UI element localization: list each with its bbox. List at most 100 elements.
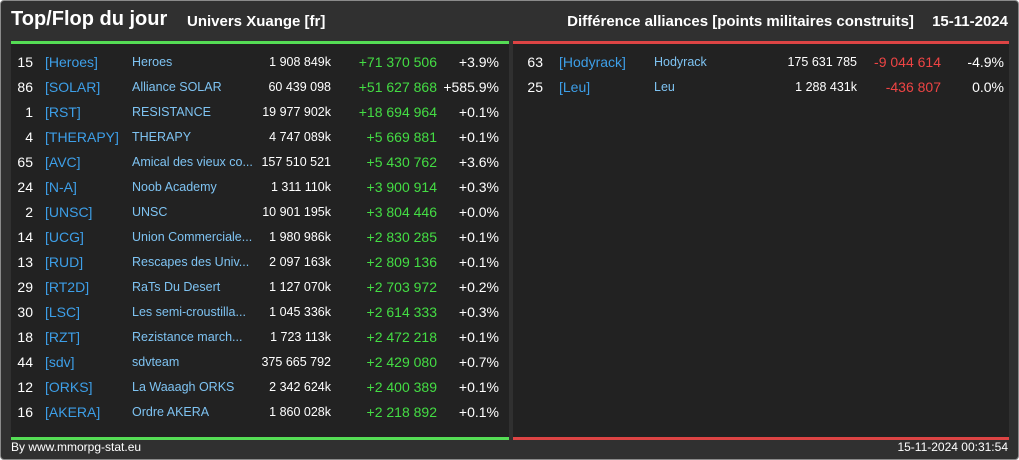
alliance-name-link[interactable]: RaTs Du Desert — [132, 280, 221, 294]
alliance-rank: 65 — [17, 154, 33, 170]
alliance-points: 1 127 070k — [269, 280, 331, 294]
alliance-tag-link[interactable]: [Heroes] — [45, 54, 98, 70]
alliance-tag-link[interactable]: [Hodyrack] — [559, 54, 626, 70]
alliance-name-link[interactable]: Hodyrack — [654, 55, 707, 69]
top-panel: 15 [Heroes] Heroes 1 908 849k +71 370 506 +3.… — [11, 41, 509, 440]
footer-timestamp: 15-11-2024 00:31:54 — [897, 440, 1008, 454]
alliance-name-link[interactable]: Rezistance march... — [132, 330, 243, 344]
category-label: Différence alliances [points militaires … — [567, 13, 914, 30]
alliance-rank: 18 — [17, 329, 33, 345]
alliance-tag-link[interactable]: [UNSC] — [45, 204, 93, 220]
percent-change: +3.9% — [458, 54, 499, 70]
alliance-tag-link[interactable]: [RT2D] — [45, 279, 90, 295]
alliance-points: 157 510 521 — [261, 155, 331, 169]
percent-change: +0.1% — [458, 104, 499, 120]
header-date: 15-11-2024 — [932, 13, 1008, 30]
top-row: 1 [RST] RESISTANCE 19 977 902k +18 694 964 +0… — [11, 100, 509, 125]
points-difference: -9 044 614 — [874, 54, 941, 70]
percent-change: +0.1% — [458, 404, 499, 420]
percent-change: +0.2% — [458, 279, 499, 295]
points-difference: -436 807 — [885, 79, 941, 95]
flop-panel: 63 [Hodyrack] Hodyrack 175 631 785 -9 044 61… — [513, 41, 1009, 440]
points-difference: +5 669 881 — [366, 129, 437, 145]
alliance-points: 1 723 113k — [270, 330, 331, 344]
alliance-tag-link[interactable]: [RUD] — [45, 254, 84, 270]
alliance-tag-link[interactable]: [UCG] — [45, 229, 84, 245]
alliance-name-link[interactable]: UNSC — [132, 205, 168, 219]
alliance-tag-link[interactable]: [AKERA] — [45, 404, 101, 420]
percent-change: +0.1% — [458, 379, 499, 395]
top-row: 4 [THERAPY] THERAPY 4 747 089k +5 669 881 +0.… — [11, 125, 509, 150]
alliance-tag-link[interactable]: [N-A] — [45, 179, 77, 195]
alliance-rank: 29 — [17, 279, 33, 295]
flop-row: 63 [Hodyrack] Hodyrack 175 631 785 -9 044 61… — [513, 50, 1009, 75]
top-row: 65 [AVC] Amical des vieux co... 157 510 521… — [11, 150, 509, 175]
page-title: Top/Flop du jour — [11, 8, 168, 30]
top-row: 29 [RT2D] RaTs Du Desert 1 127 070k +2 703 9… — [11, 275, 509, 300]
alliance-tag-link[interactable]: [sdv] — [45, 354, 75, 370]
alliance-rank: 15 — [17, 54, 33, 70]
percent-change: +0.0% — [458, 204, 499, 220]
top-row: 13 [RUD] Rescapes des Univ... 2 097 163k +2 … — [11, 250, 509, 275]
alliance-rank: 4 — [25, 129, 33, 145]
top-row: 44 [sdv] sdvteam 375 665 792 +2 429 080 +0.7% — [11, 350, 509, 375]
percent-change: +0.3% — [458, 304, 499, 320]
category-header: Différence alliances [points militaires … — [567, 13, 1008, 30]
top-row: 2 [UNSC] UNSC 10 901 195k +3 804 446 +0.0% — [11, 200, 509, 225]
alliance-tag-link[interactable]: [ORKS] — [45, 379, 93, 395]
alliance-points: 1 908 849k — [269, 55, 331, 69]
alliance-rank: 24 — [17, 179, 33, 195]
top-row: 18 [RZT] Rezistance march... 1 723 113k +2 4… — [11, 325, 509, 350]
alliance-rank: 13 — [17, 254, 33, 270]
alliance-name-link[interactable]: Leu — [654, 80, 675, 94]
alliance-name-link[interactable]: THERAPY — [132, 130, 192, 144]
alliance-points: 10 901 195k — [262, 205, 331, 219]
alliance-points: 1 860 028k — [269, 405, 331, 419]
alliance-name-link[interactable]: Alliance SOLAR — [132, 80, 222, 94]
percent-change: +0.1% — [458, 254, 499, 270]
top-row: 12 [ORKS] La Waaagh ORKS 2 342 624k +2 400 3… — [11, 375, 509, 400]
alliance-name-link[interactable]: Union Commerciale... — [132, 230, 253, 244]
points-difference: +2 472 218 — [366, 329, 437, 345]
alliance-points: 1 288 431k — [795, 80, 857, 94]
alliance-name-link[interactable]: Amical des vieux co... — [132, 155, 253, 169]
alliance-rank: 14 — [17, 229, 33, 245]
alliance-tag-link[interactable]: [Leu] — [559, 79, 591, 95]
alliance-points: 4 747 089k — [269, 130, 331, 144]
points-difference: +71 370 506 — [358, 54, 437, 70]
points-difference: +2 400 389 — [366, 379, 437, 395]
alliance-name-link[interactable]: Noob Academy — [132, 180, 217, 194]
alliance-tag-link[interactable]: [RZT] — [45, 329, 80, 345]
alliance-tag-link[interactable]: [AVC] — [45, 154, 81, 170]
alliance-rank: 12 — [17, 379, 33, 395]
percent-change: +0.3% — [458, 179, 499, 195]
alliance-name-link[interactable]: Heroes — [132, 55, 173, 69]
alliance-tag-link[interactable]: [LSC] — [45, 304, 81, 320]
alliance-name-link[interactable]: RESISTANCE — [132, 105, 211, 119]
flop-row: 25 [Leu] Leu 1 288 431k -436 807 0.0% — [513, 75, 1009, 100]
alliance-name-link[interactable]: Ordre AKERA — [132, 405, 210, 419]
alliance-rank: 63 — [527, 54, 543, 70]
points-difference: +2 703 972 — [366, 279, 437, 295]
alliance-rank: 44 — [17, 354, 33, 370]
percent-change: 0.0% — [972, 79, 1004, 95]
alliance-rank: 86 — [17, 79, 33, 95]
alliance-points: 2 342 624k — [269, 380, 331, 394]
alliance-tag-link[interactable]: [RST] — [45, 104, 81, 120]
percent-change: +585.9% — [443, 79, 499, 95]
alliance-points: 375 665 792 — [261, 355, 331, 369]
credit-link[interactable]: By www.mmorpg-stat.eu — [11, 440, 142, 454]
percent-change: -4.9% — [967, 54, 1004, 70]
universe-label: Univers Xuange [fr] — [187, 13, 326, 30]
alliance-rank: 30 — [17, 304, 33, 320]
points-difference: +2 830 285 — [366, 229, 437, 245]
alliance-name-link[interactable]: sdvteam — [132, 355, 180, 369]
alliance-points: 1 311 110k — [270, 180, 331, 194]
top-row: 16 [AKERA] Ordre AKERA 1 860 028k +2 218 892… — [11, 400, 509, 425]
alliance-name-link[interactable]: La Waaagh ORKS — [132, 380, 235, 394]
points-difference: +2 429 080 — [366, 354, 437, 370]
alliance-name-link[interactable]: Rescapes des Univ... — [132, 255, 250, 269]
alliance-name-link[interactable]: Les semi-croustilla... — [132, 305, 246, 319]
alliance-tag-link[interactable]: [THERAPY] — [45, 129, 119, 145]
alliance-tag-link[interactable]: [SOLAR] — [45, 79, 101, 95]
